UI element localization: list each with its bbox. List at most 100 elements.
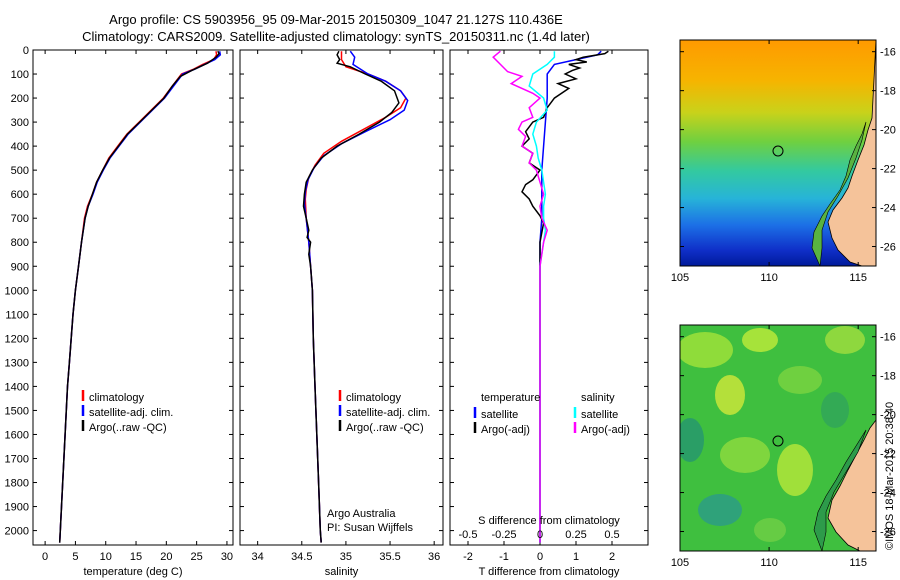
sst-map-shelf — [811, 121, 867, 266]
diff-legend-label: Argo(-adj) — [481, 424, 530, 436]
map-ytick-label: -24 — [880, 488, 896, 500]
map-xtick-label: 110 — [760, 272, 778, 284]
diff-panel: -2 -1 0 1 2 T difference from climatology temp… — [449, 49, 649, 578]
diff-xtick-label: -1 — [499, 551, 509, 563]
map-ytick-label: -20 — [880, 410, 896, 422]
sla-map-axes: 105 110 115 -16 -18 -20 -22 -24 -26 — [671, 325, 896, 569]
temp-xtick-label: 0 — [42, 551, 48, 563]
sal-legend-label: satellite-adj. clim. — [346, 407, 430, 419]
temp-xtick-label: 10 — [100, 551, 112, 563]
sla-map-land — [827, 419, 876, 551]
depth-tick-label: 1500 — [5, 405, 29, 417]
temp-series-argo — [58, 50, 221, 543]
map-ytick-label: -18 — [880, 371, 896, 383]
map-xtick-label: 115 — [849, 272, 867, 284]
diff-legend-title: temperature — [481, 392, 540, 404]
depth-tick-label: 600 — [11, 189, 29, 201]
diff-xtick-label: 2 — [609, 551, 615, 563]
diff-series-s-argo — [492, 50, 548, 543]
diff-legend-label: satellite — [481, 409, 518, 421]
temp-xtick-label: 15 — [130, 551, 142, 563]
depth-tick-label: 1100 — [5, 309, 29, 321]
sla-map: 105 110 115 -16 -18 -20 -22 -24 -26 — [671, 324, 896, 569]
depth-tick-label: 1200 — [5, 333, 29, 345]
depth-tick-label: 1300 — [5, 357, 29, 369]
sal-annotation: PI: Susan Wijffels — [327, 522, 413, 534]
temp-xtick-label: 30 — [221, 551, 233, 563]
depth-tick-label: 900 — [11, 261, 29, 273]
diff-s-tick-label: 0.5 — [604, 529, 619, 541]
imos-stamp: ©IMOS 18-Mar-2015 20:38:40 — [884, 402, 896, 550]
map-xtick-label: 110 — [760, 557, 778, 569]
sla-argo-marker — [772, 435, 784, 447]
sst-map-frame — [679, 39, 877, 267]
sal-annotation: Argo Australia — [327, 508, 396, 520]
diff-legend-title: salinity — [581, 392, 615, 404]
map-ytick-label: -22 — [880, 449, 896, 461]
map-ytick-label: -22 — [880, 164, 896, 176]
temp-xtick-label: 25 — [191, 551, 203, 563]
sst-map: 105 110 115 -16 -18 -20 -22 -24 -26 — [671, 39, 896, 284]
sal-legend-label: Argo(..raw -QC) — [346, 422, 424, 434]
figure-title-line1: Argo profile: CS 5903956_95 09-Mar-2015 … — [109, 12, 563, 27]
diff-legend-label: Argo(-adj) — [581, 424, 630, 436]
depth-tick-label: 2000 — [5, 526, 29, 538]
depth-tick-label: 1800 — [5, 478, 29, 490]
profile-panels: 0100200300400500600700800900100011001200… — [5, 45, 649, 578]
map-xtick-label: 105 — [671, 557, 689, 569]
map-ytick-label: -20 — [880, 125, 896, 137]
sal-legend-label: climatology — [346, 392, 402, 404]
temp-legend-label: climatology — [89, 392, 145, 404]
diff-series-t-argo — [520, 50, 609, 543]
depth-tick-label: 800 — [11, 237, 29, 249]
map-xtick-label: 105 — [671, 272, 689, 284]
sal-xtick-label: 34.5 — [291, 551, 312, 563]
sst-map-axes: 105 110 115 -16 -18 -20 -22 -24 -26 — [671, 40, 896, 284]
temp-frame — [32, 49, 234, 546]
map-ytick-label: -16 — [880, 47, 896, 59]
map-xtick-label: 115 — [849, 557, 867, 569]
figure-title-line2: Climatology: CARS2009. Satellite-adjuste… — [82, 29, 590, 44]
diff-legend-label: satellite — [581, 409, 618, 421]
diff-s-tick-label: 0.25 — [565, 529, 586, 541]
map-ytick-label: -18 — [880, 86, 896, 98]
diff-s-axis-label: S difference from climatology — [478, 515, 620, 527]
depth-tick-label: 100 — [11, 69, 29, 81]
diff-xtick-label: -2 — [463, 551, 473, 563]
depth-tick-label: 1000 — [5, 285, 29, 297]
temp-legend-label: Argo(..raw -QC) — [89, 422, 167, 434]
sst-argo-marker — [772, 145, 784, 157]
sal-panel: 34 34.5 35 35.5 36 salinity climatology satelli… — [239, 49, 444, 578]
diff-frame — [449, 49, 649, 546]
depth-tick-label: 0 — [23, 45, 29, 57]
depth-tick-label: 1600 — [5, 429, 29, 441]
sal-xlabel: salinity — [325, 566, 359, 578]
map-ytick-label: -16 — [880, 332, 896, 344]
map-ytick-label: -26 — [880, 242, 896, 254]
sal-xtick-label: 36 — [428, 551, 440, 563]
depth-tick-label: 1700 — [5, 453, 29, 465]
map-ytick-label: -26 — [880, 527, 896, 539]
sal-xtick-label: 35.5 — [379, 551, 400, 563]
temp-xtick-label: 5 — [72, 551, 78, 563]
sla-map-anomalies — [680, 326, 865, 542]
depth-tick-label: 400 — [11, 141, 29, 153]
depth-tick-label: 500 — [11, 165, 29, 177]
temp-xlabel: temperature (deg C) — [83, 566, 182, 578]
sal-frame — [239, 49, 444, 546]
diff-xlabel: T difference from climatology — [479, 566, 620, 578]
depth-tick-label: 1400 — [5, 381, 29, 393]
map-ytick-label: -24 — [880, 203, 896, 215]
diff-s-tick-label: 0 — [537, 529, 543, 541]
depth-tick-label: 200 — [11, 93, 29, 105]
diff-s-tick-label: -0.5 — [459, 529, 478, 541]
sla-map-shelf — [813, 429, 867, 551]
diff-xtick-label: 1 — [573, 551, 579, 563]
sst-map-land — [827, 40, 876, 266]
sal-xtick-label: 35 — [340, 551, 352, 563]
temp-xtick-label: 20 — [160, 551, 172, 563]
sal-series-argo — [302, 50, 400, 543]
depth-tick-label: 1900 — [5, 502, 29, 514]
sal-xtick-label: 34 — [252, 551, 264, 563]
